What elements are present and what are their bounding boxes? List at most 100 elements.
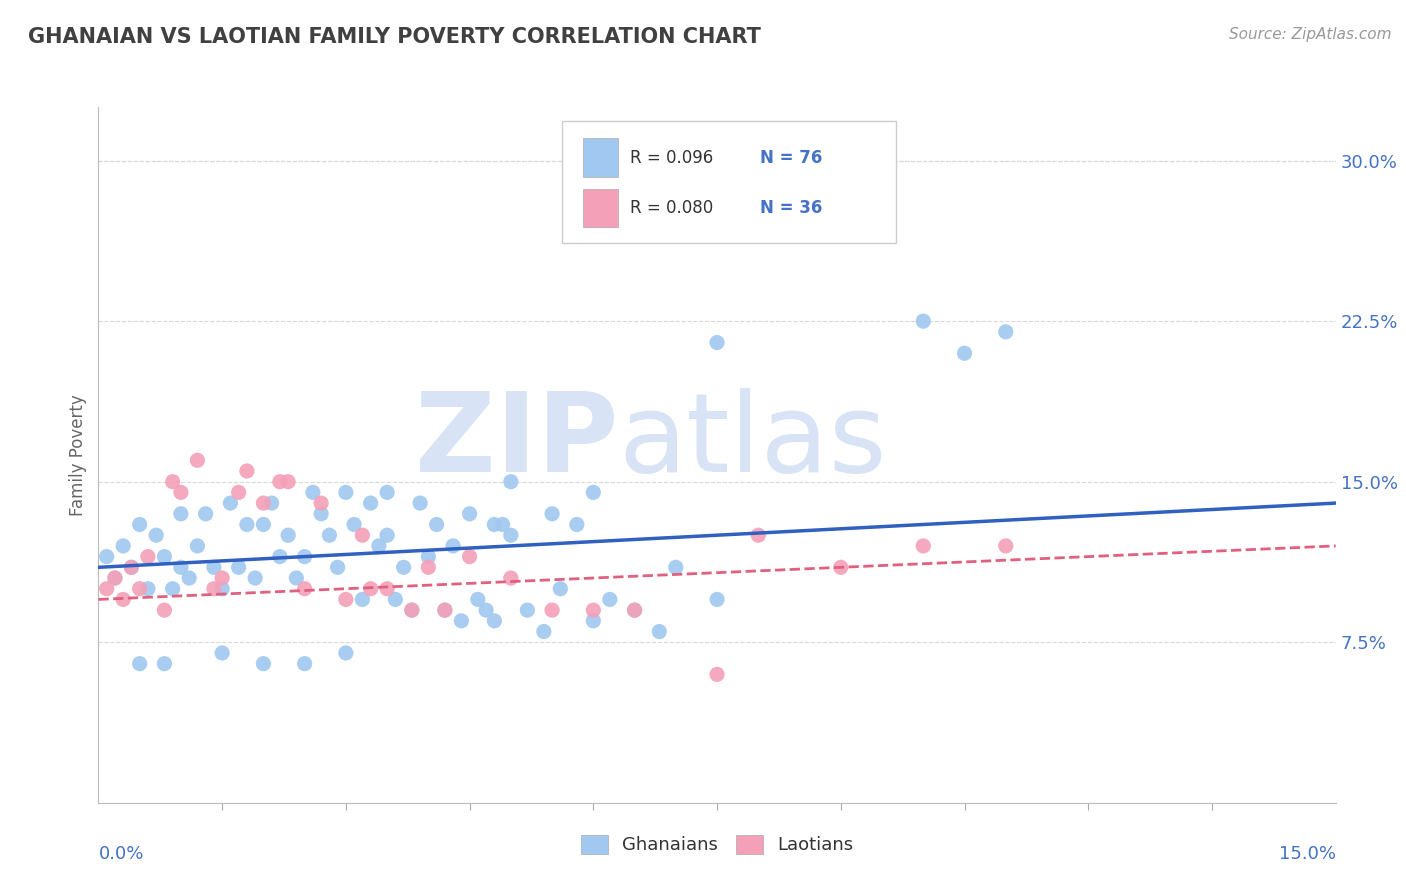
Point	[211, 571, 233, 585]
Point	[360, 496, 382, 510]
Point	[541, 507, 564, 521]
Text: N = 36: N = 36	[761, 199, 823, 217]
Point	[582, 485, 605, 500]
Point	[170, 560, 193, 574]
Point	[112, 539, 135, 553]
Point	[499, 571, 522, 585]
Point	[170, 485, 193, 500]
Point	[747, 528, 769, 542]
Point	[401, 603, 423, 617]
Point	[96, 549, 118, 564]
Text: R = 0.096: R = 0.096	[630, 149, 714, 167]
Point	[162, 582, 184, 596]
Text: R = 0.080: R = 0.080	[630, 199, 714, 217]
Point	[120, 560, 142, 574]
Point	[294, 582, 316, 596]
Point	[484, 517, 506, 532]
Point	[706, 335, 728, 350]
Point	[516, 603, 538, 617]
Point	[450, 614, 472, 628]
Point	[302, 485, 325, 500]
Point	[541, 603, 564, 617]
Point	[533, 624, 555, 639]
Point	[367, 539, 389, 553]
Y-axis label: Family Poverty: Family Poverty	[69, 394, 87, 516]
Point	[120, 560, 142, 574]
Point	[409, 496, 432, 510]
Point	[211, 646, 233, 660]
Point	[343, 517, 366, 532]
Point	[582, 603, 605, 617]
Point	[162, 475, 184, 489]
Point	[467, 592, 489, 607]
Point	[994, 539, 1017, 553]
Point	[433, 603, 456, 617]
Point	[202, 582, 225, 596]
Point	[433, 603, 456, 617]
Point	[269, 549, 291, 564]
FancyBboxPatch shape	[562, 121, 897, 243]
Point	[599, 592, 621, 607]
Text: N = 76: N = 76	[761, 149, 823, 167]
Point	[128, 657, 150, 671]
Point	[912, 314, 935, 328]
Point	[236, 464, 259, 478]
Point	[912, 539, 935, 553]
Point	[318, 528, 340, 542]
Point	[335, 592, 357, 607]
Point	[277, 475, 299, 489]
Point	[228, 485, 250, 500]
Point	[136, 549, 159, 564]
Point	[458, 507, 481, 521]
Point	[392, 560, 415, 574]
Point	[202, 560, 225, 574]
Point	[128, 582, 150, 596]
Point	[352, 528, 374, 542]
Legend: Ghanaians, Laotians: Ghanaians, Laotians	[575, 830, 859, 860]
Point	[260, 496, 283, 510]
Point	[243, 571, 266, 585]
Point	[153, 603, 176, 617]
Point	[706, 667, 728, 681]
Text: Source: ZipAtlas.com: Source: ZipAtlas.com	[1229, 27, 1392, 42]
Point	[375, 528, 398, 542]
Point	[994, 325, 1017, 339]
Point	[252, 496, 274, 510]
Point	[335, 646, 357, 660]
Point	[384, 592, 406, 607]
Point	[219, 496, 242, 510]
Point	[418, 549, 440, 564]
Point	[179, 571, 201, 585]
Point	[623, 603, 645, 617]
Point	[706, 592, 728, 607]
Point	[252, 657, 274, 671]
Text: atlas: atlas	[619, 387, 887, 494]
Point	[269, 475, 291, 489]
Text: 15.0%: 15.0%	[1278, 845, 1336, 863]
Point	[236, 517, 259, 532]
Point	[582, 614, 605, 628]
FancyBboxPatch shape	[583, 138, 619, 177]
Point	[565, 517, 588, 532]
Point	[352, 592, 374, 607]
Point	[426, 517, 449, 532]
Point	[104, 571, 127, 585]
Point	[228, 560, 250, 574]
Point	[499, 528, 522, 542]
Point	[104, 571, 127, 585]
Text: GHANAIAN VS LAOTIAN FAMILY POVERTY CORRELATION CHART: GHANAIAN VS LAOTIAN FAMILY POVERTY CORRE…	[28, 27, 761, 46]
Text: 0.0%: 0.0%	[98, 845, 143, 863]
Point	[475, 603, 498, 617]
Point	[277, 528, 299, 542]
Point	[491, 517, 513, 532]
Point	[96, 582, 118, 596]
Point	[441, 539, 464, 553]
Point	[550, 582, 572, 596]
Point	[309, 496, 332, 510]
Point	[458, 549, 481, 564]
Point	[360, 582, 382, 596]
Point	[186, 453, 208, 467]
Point	[136, 582, 159, 596]
Point	[309, 507, 332, 521]
Point	[153, 549, 176, 564]
